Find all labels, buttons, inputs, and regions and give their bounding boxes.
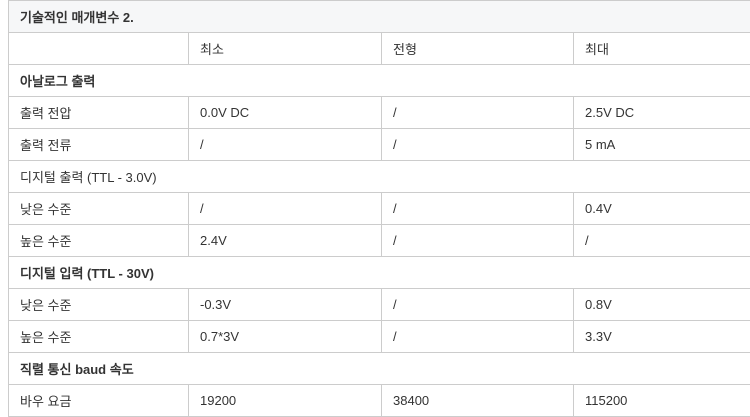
typical-value: /	[381, 320, 574, 353]
typical-value: /	[381, 128, 574, 161]
min-value: 0.7*3V	[188, 320, 382, 353]
section-row: 디지털 입력 (TTL - 30V)	[8, 256, 750, 289]
section-row: 아날로그 출력	[8, 64, 750, 97]
table-row: 출력 전압 0.0V DC/2.5V DC	[8, 96, 750, 129]
min-value: 2.4V	[188, 224, 382, 257]
table-row: 낮은 수준 //0.4V	[8, 192, 750, 225]
param-name: 높은 수준	[8, 320, 189, 353]
param-name: 바우 요금	[8, 384, 189, 417]
max-value: 0.4V	[573, 192, 750, 225]
typical-value: 38400	[381, 384, 574, 417]
max-value: 0.8V	[573, 288, 750, 321]
max-value: 115200	[573, 384, 750, 417]
section-row: 디지털 출력 (TTL - 3.0V)	[8, 160, 750, 193]
table-title-row: 기술적인 매개변수 2.	[8, 0, 750, 33]
header-cell	[8, 32, 189, 65]
section-label: 디지털 출력 (TTL - 3.0V)	[8, 160, 750, 193]
max-value: 3.3V	[573, 320, 750, 353]
table-row: 낮은 수준 -0.3V/0.8V	[8, 288, 750, 321]
typical-value: /	[381, 224, 574, 257]
min-value: /	[188, 128, 382, 161]
technical-parameters-table: 기술적인 매개변수 2. 최소 전형 최대 아날로그 출력 출력 전압 0.0V D…	[8, 0, 750, 417]
section-label: 아날로그 출력	[8, 64, 750, 97]
param-name: 출력 전압	[8, 96, 189, 129]
header-cell-max: 최대	[573, 32, 750, 65]
max-value: /	[573, 224, 750, 257]
table-header-row: 최소 전형 최대	[8, 32, 750, 65]
header-cell-typical: 전형	[381, 32, 574, 65]
table-row: 출력 전류 //5 mA	[8, 128, 750, 161]
min-value: 0.0V DC	[188, 96, 382, 129]
table-row: 높은 수준 0.7*3V/3.3V	[8, 320, 750, 353]
header-cell-min: 최소	[188, 32, 382, 65]
section-label: 직렬 통신 baud 속도	[8, 352, 750, 385]
section-label: 디지털 입력 (TTL - 30V)	[8, 256, 750, 289]
max-value: 5 mA	[573, 128, 750, 161]
min-value: -0.3V	[188, 288, 382, 321]
min-value: 19200	[188, 384, 382, 417]
table-title: 기술적인 매개변수 2.	[8, 0, 750, 33]
typical-value: /	[381, 192, 574, 225]
table-row: 높은 수준 2.4V / /	[8, 224, 750, 257]
section-row: 직렬 통신 baud 속도	[8, 352, 750, 385]
min-value: /	[188, 192, 382, 225]
max-value: 2.5V DC	[573, 96, 750, 129]
param-name: 높은 수준	[8, 224, 189, 257]
typical-value: /	[381, 288, 574, 321]
typical-value: /	[381, 96, 574, 129]
param-name: 출력 전류	[8, 128, 189, 161]
param-name: 낮은 수준	[8, 288, 189, 321]
table-row: 바우 요금 19200 38400 115200	[8, 384, 750, 417]
param-name: 낮은 수준	[8, 192, 189, 225]
